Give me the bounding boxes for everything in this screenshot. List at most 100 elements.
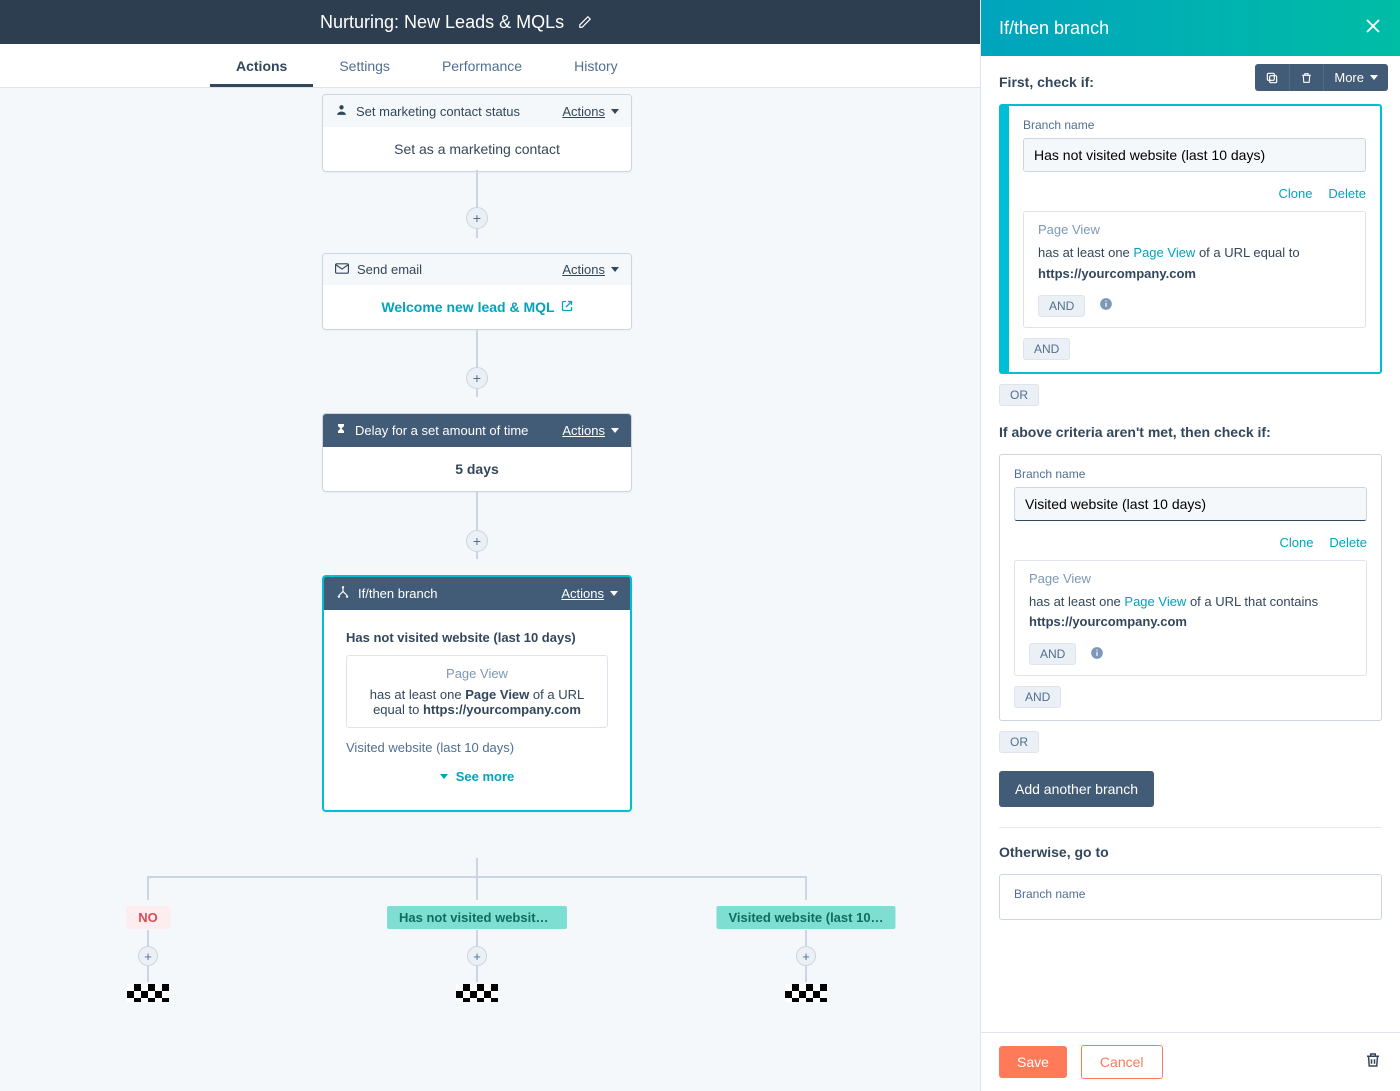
- node-actions-menu[interactable]: Actions: [562, 104, 619, 119]
- branch-card-1: Branch name Clone Delete Page View has a…: [999, 104, 1382, 374]
- tab-performance[interactable]: Performance: [416, 58, 548, 87]
- node-if-then-branch[interactable]: If/then branch Actions Has not visited w…: [322, 575, 632, 812]
- node-body: Set as a marketing contact: [323, 127, 631, 171]
- branch-chip-visited[interactable]: Visited website (last 10…: [716, 906, 895, 929]
- second-check-label: If above criteria aren't met, then check…: [999, 424, 1382, 440]
- node-send-email[interactable]: Send email Actions Welcome new lead & MQ…: [322, 253, 632, 330]
- or-pill[interactable]: OR: [999, 731, 1039, 753]
- copy-button[interactable]: [1255, 64, 1289, 91]
- divider: [999, 827, 1382, 828]
- criteria-panel: Page View has at least one Page View of …: [1023, 211, 1366, 328]
- add-branch-button[interactable]: Add another branch: [999, 771, 1154, 807]
- node-title: Delay for a set amount of time: [355, 423, 528, 438]
- trash-button[interactable]: [1289, 64, 1323, 91]
- criteria-type: Page View: [1029, 571, 1352, 586]
- add-action-button[interactable]: +: [466, 367, 488, 389]
- or-pill[interactable]: OR: [999, 384, 1039, 406]
- connector-line: [805, 930, 807, 946]
- branch-name-input[interactable]: [1023, 138, 1366, 172]
- delete-button[interactable]: Delete: [1328, 186, 1366, 201]
- chevron-down-icon: [611, 109, 619, 114]
- branch-title: Has not visited website (last 10 days): [346, 630, 608, 645]
- info-icon[interactable]: [1099, 297, 1113, 314]
- add-action-button[interactable]: +: [467, 946, 487, 966]
- save-button[interactable]: Save: [999, 1046, 1067, 1078]
- panel-header: If/then branch: [981, 0, 1400, 56]
- node-set-marketing-contact[interactable]: Set marketing contact status Actions Set…: [322, 94, 632, 172]
- clone-button[interactable]: Clone: [1278, 186, 1312, 201]
- external-link-icon: [561, 299, 573, 315]
- node-actions-menu[interactable]: Actions: [561, 586, 618, 601]
- add-action-button[interactable]: +: [138, 946, 158, 966]
- close-icon[interactable]: [1364, 17, 1382, 40]
- panel-footer: Save Cancel: [981, 1032, 1400, 1091]
- contact-icon: [335, 103, 348, 119]
- see-more-button[interactable]: See more: [342, 769, 612, 784]
- panel-toolbar: More: [1255, 64, 1388, 91]
- add-action-button[interactable]: +: [796, 946, 816, 966]
- connector-line: [476, 966, 478, 982]
- tab-history[interactable]: History: [548, 58, 644, 87]
- connector-line: [147, 930, 149, 946]
- add-action-button[interactable]: +: [466, 207, 488, 229]
- info-icon[interactable]: [1090, 646, 1104, 663]
- connector-line: [476, 858, 478, 876]
- delete-button[interactable]: Delete: [1329, 535, 1367, 550]
- branch-chip-not-visited[interactable]: Has not visited website…: [387, 906, 567, 929]
- branch-card-2: Branch name Clone Delete Page View has a…: [999, 454, 1382, 722]
- connector-line: [476, 876, 478, 900]
- cancel-button[interactable]: Cancel: [1081, 1045, 1163, 1079]
- email-icon: [335, 262, 349, 277]
- chevron-down-icon: [611, 267, 619, 272]
- branch-end-marker: [127, 984, 169, 1002]
- connector-line: [805, 966, 807, 982]
- branch-card-otherwise: Branch name: [999, 874, 1382, 920]
- trash-icon[interactable]: [1364, 1050, 1382, 1075]
- chevron-down-icon: [1370, 75, 1378, 80]
- branch-name-input[interactable]: [1014, 487, 1367, 521]
- tab-actions[interactable]: Actions: [210, 58, 313, 87]
- connector-line: [805, 876, 807, 900]
- and-pill[interactable]: AND: [1038, 295, 1085, 317]
- branch-name-label: Branch name: [1014, 467, 1367, 481]
- branch-icon: [336, 585, 350, 602]
- chevron-down-icon: [610, 591, 618, 596]
- and-pill[interactable]: AND: [1014, 686, 1061, 708]
- tab-settings[interactable]: Settings: [313, 58, 416, 87]
- connector-line: [147, 966, 149, 982]
- branch-end-marker: [456, 984, 498, 1002]
- node-body: Has not visited website (last 10 days) P…: [324, 610, 630, 810]
- node-header: If/then branch Actions: [324, 577, 630, 610]
- node-delay[interactable]: Delay for a set amount of time Actions 5…: [322, 413, 632, 492]
- node-title: Set marketing contact status: [356, 104, 520, 119]
- branch-name-label: Branch name: [1023, 118, 1366, 132]
- more-menu[interactable]: More: [1323, 64, 1388, 91]
- criteria-panel: Page View has at least one Page View of …: [1014, 560, 1367, 677]
- connector-line: [476, 930, 478, 946]
- criteria-link[interactable]: Page View: [1124, 594, 1186, 609]
- page-title: Nurturing: New Leads & MQLs: [320, 12, 564, 33]
- node-actions-menu[interactable]: Actions: [562, 262, 619, 277]
- node-title: If/then branch: [358, 586, 438, 601]
- criteria-link[interactable]: Page View: [1133, 245, 1195, 260]
- branch-chip-no[interactable]: NO: [126, 906, 170, 929]
- node-header: Send email Actions: [323, 254, 631, 285]
- criteria-type: Page View: [1038, 222, 1351, 237]
- criteria-summary: Page View has at least one Page View of …: [346, 655, 608, 728]
- connector-line: [147, 876, 149, 900]
- otherwise-label: Otherwise, go to: [999, 844, 1382, 860]
- email-link[interactable]: Welcome new lead & MQL: [381, 299, 572, 315]
- node-title: Send email: [357, 262, 422, 277]
- chevron-down-icon: [611, 428, 619, 433]
- node-body: Welcome new lead & MQL: [323, 285, 631, 329]
- workflow-canvas[interactable]: Set marketing contact status Actions Set…: [0, 88, 980, 1091]
- add-action-button[interactable]: +: [466, 530, 488, 552]
- node-actions-menu[interactable]: Actions: [562, 423, 619, 438]
- and-pill[interactable]: AND: [1023, 338, 1070, 360]
- chevron-down-icon: [440, 774, 448, 779]
- clone-button[interactable]: Clone: [1279, 535, 1313, 550]
- hourglass-icon: [335, 422, 347, 439]
- and-pill[interactable]: AND: [1029, 643, 1076, 665]
- pencil-icon[interactable]: [578, 15, 592, 29]
- branch-title-2: Visited website (last 10 days): [346, 740, 608, 755]
